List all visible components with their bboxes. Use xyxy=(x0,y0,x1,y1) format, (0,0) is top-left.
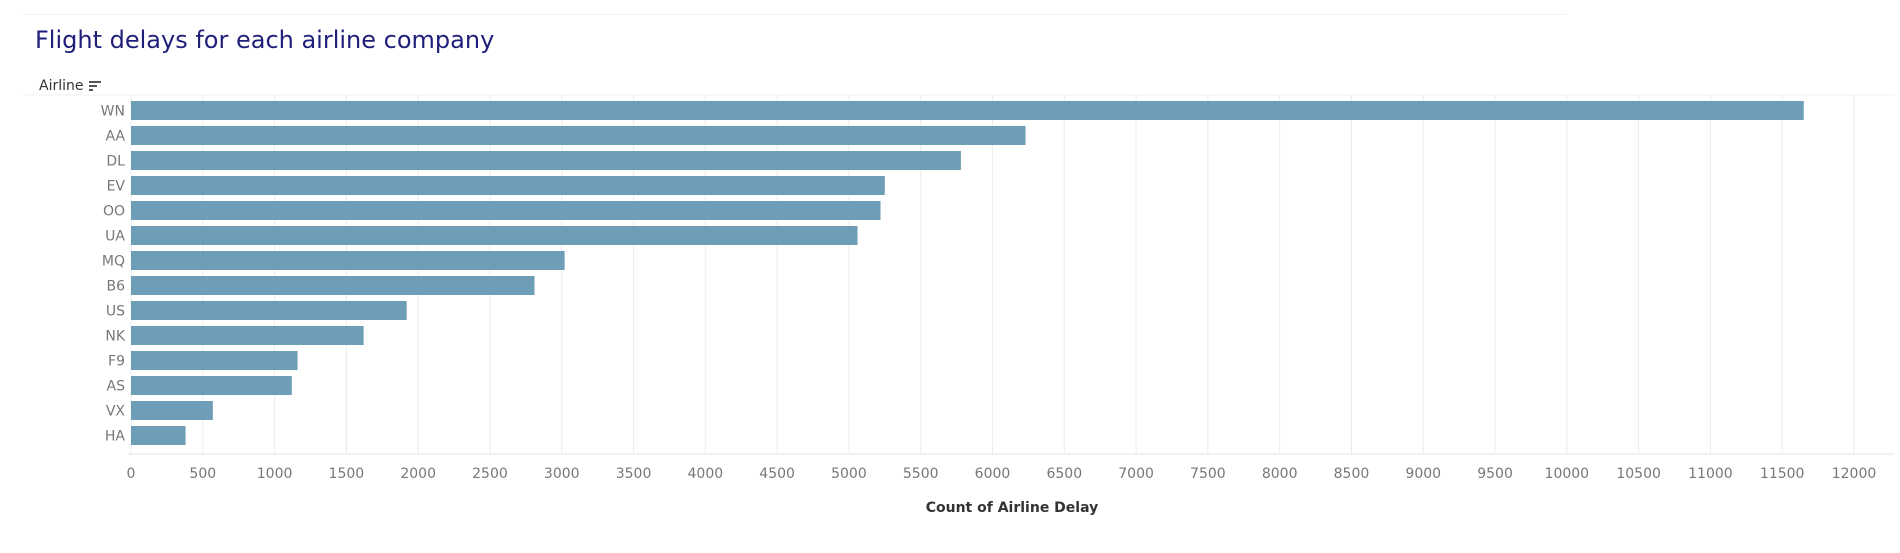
y-tick-label-vx: VX xyxy=(106,404,126,420)
y-tick-labels: WN AA DL EV OO UA MQ B6 US NK F9 AS VX HA xyxy=(101,104,126,445)
x-tick-label: 0 xyxy=(127,466,136,482)
dashboard-frame-line xyxy=(22,14,1566,15)
x-tick-label: 2500 xyxy=(472,466,508,482)
sort-descending-icon[interactable] xyxy=(88,80,102,92)
y-tick-label-as: AS xyxy=(107,379,126,395)
x-tick-label: 8000 xyxy=(1262,466,1298,482)
x-tick-label: 3500 xyxy=(616,466,652,482)
x-tick-label: 1000 xyxy=(257,466,293,482)
x-tick-label: 5000 xyxy=(831,466,867,482)
x-tick-label: 9500 xyxy=(1477,466,1513,482)
x-tick-label: 4500 xyxy=(759,466,795,482)
y-tick-label-ha: HA xyxy=(105,429,126,445)
x-tick-label: 11000 xyxy=(1688,466,1733,482)
y-axis-header-label: Airline xyxy=(39,78,84,94)
x-tick-labels: 0 500 1000 1500 2000 2500 3000 3500 4000 4500 5000… xyxy=(127,466,1877,482)
y-tick-label-nk: NK xyxy=(105,329,125,345)
bar-vx[interactable] xyxy=(131,401,213,420)
x-tick-label: 7000 xyxy=(1118,466,1154,482)
y-tick-label-oo: OO xyxy=(103,204,125,220)
y-tick-label-dl: DL xyxy=(106,154,125,170)
bars xyxy=(131,101,1804,445)
y-tick-label-ua: UA xyxy=(105,229,125,245)
x-tick-label: 1500 xyxy=(329,466,365,482)
x-tick-label: 10500 xyxy=(1616,466,1661,482)
x-axis-title: Count of Airline Delay xyxy=(926,500,1099,516)
bar-ua[interactable] xyxy=(131,226,858,245)
x-tick-label: 3000 xyxy=(544,466,580,482)
x-tick-label: 9000 xyxy=(1405,466,1441,482)
y-tick-label-ev: EV xyxy=(107,179,126,195)
x-tick-label: 500 xyxy=(189,466,216,482)
x-tick-label: 11500 xyxy=(1760,466,1805,482)
y-axis-header[interactable]: Airline xyxy=(39,78,102,94)
x-tick-label: 2000 xyxy=(400,466,436,482)
bar-us[interactable] xyxy=(131,301,407,320)
y-tick-label-wn: WN xyxy=(101,104,125,120)
bar-ha[interactable] xyxy=(131,426,186,445)
x-tick-label: 5500 xyxy=(903,466,939,482)
x-tick-label: 7500 xyxy=(1190,466,1226,482)
bar-f9[interactable] xyxy=(131,351,298,370)
bar-nk[interactable] xyxy=(131,326,364,345)
y-tick-label-mq: MQ xyxy=(102,254,125,270)
y-tick-label-aa: AA xyxy=(105,129,125,145)
bar-dl[interactable] xyxy=(131,151,961,170)
x-tick-label: 6000 xyxy=(975,466,1011,482)
x-tick-label: 6500 xyxy=(1046,466,1082,482)
bar-ev[interactable] xyxy=(131,176,885,195)
x-tick-label: 4000 xyxy=(688,466,724,482)
x-tick-label: 8500 xyxy=(1334,466,1370,482)
bar-aa[interactable] xyxy=(131,126,1026,145)
bar-oo[interactable] xyxy=(131,201,881,220)
y-tick-label-f9: F9 xyxy=(108,354,125,370)
chart-title: Flight delays for each airline company xyxy=(35,26,495,54)
bar-as[interactable] xyxy=(131,376,292,395)
x-tick-label: 10000 xyxy=(1545,466,1590,482)
y-tick-label-b6: B6 xyxy=(106,279,125,295)
grid-lines xyxy=(22,94,1894,455)
bar-wn[interactable] xyxy=(131,101,1804,120)
x-tick-label: 12000 xyxy=(1832,466,1877,482)
y-tick-label-us: US xyxy=(106,304,125,320)
bar-b6[interactable] xyxy=(131,276,535,295)
bar-mq[interactable] xyxy=(131,251,565,270)
